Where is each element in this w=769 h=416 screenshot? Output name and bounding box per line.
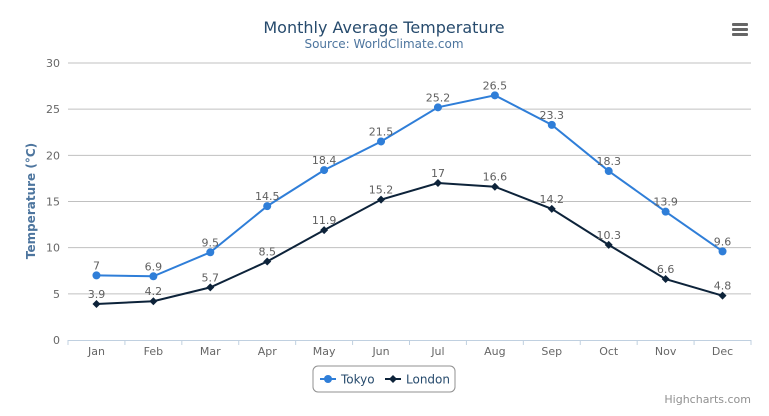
chart-title: Monthly Average Temperature [263, 18, 504, 37]
data-label: 21.5 [369, 125, 394, 138]
data-label: 8.5 [258, 246, 276, 259]
data-point [92, 299, 101, 308]
data-label: 4.8 [714, 280, 732, 293]
legend-label: Tokyo [340, 373, 375, 387]
diamond-marker-icon [389, 375, 397, 383]
data-point [149, 297, 158, 306]
data-point [547, 120, 556, 129]
data-point [263, 257, 272, 266]
data-point [377, 137, 386, 146]
y-axis-title: Temperature (°C) [24, 143, 38, 259]
data-label: 7 [93, 259, 100, 272]
data-point [92, 271, 101, 280]
x-tick-label: Jun [371, 345, 389, 358]
data-label: 6.9 [145, 260, 163, 273]
data-label: 9.5 [202, 236, 220, 249]
data-point [490, 182, 499, 191]
data-point [433, 103, 442, 112]
x-tick-label: May [313, 345, 336, 358]
series-line-tokyo [96, 94, 724, 278]
x-tick-label: Jul [430, 345, 444, 358]
data-label: 4.2 [145, 285, 163, 298]
credits-link[interactable]: Highcharts.com [664, 393, 751, 406]
y-tick-label: 30 [46, 57, 60, 70]
data-label: 15.2 [369, 184, 394, 197]
data-point [206, 248, 215, 257]
data-point [149, 272, 158, 281]
data-label: 13.9 [653, 196, 678, 209]
data-label: 18.3 [596, 155, 621, 168]
data-point [320, 226, 329, 235]
legend-label: London [406, 373, 450, 387]
x-tick-label: Aug [484, 345, 505, 358]
x-tick-label: Oct [599, 345, 619, 358]
data-point [320, 166, 329, 175]
data-label: 11.9 [312, 214, 337, 227]
circle-marker-icon [324, 375, 332, 383]
y-tick-label: 20 [46, 149, 60, 162]
data-point [547, 204, 556, 213]
data-label: 9.6 [714, 235, 732, 248]
series-line-london [96, 182, 723, 305]
y-tick-label: 15 [46, 196, 60, 209]
data-label: 17 [431, 167, 445, 180]
y-tick-label: 5 [53, 288, 60, 301]
data-label: 5.7 [202, 271, 220, 284]
x-tick-label: Mar [200, 345, 221, 358]
data-point [377, 195, 386, 204]
x-tick-label: Dec [712, 345, 733, 358]
data-point [661, 275, 670, 284]
data-label: 14.2 [540, 193, 565, 206]
data-label: 18.4 [312, 154, 337, 167]
data-label: 3.9 [88, 288, 106, 301]
data-label: 6.6 [657, 263, 675, 276]
data-point [718, 291, 727, 300]
data-point [604, 240, 613, 249]
data-label: 16.6 [483, 171, 508, 184]
data-point [490, 91, 499, 100]
data-point [206, 283, 215, 292]
data-label: 26.5 [483, 79, 508, 92]
data-point [661, 207, 670, 216]
data-label: 10.3 [596, 229, 621, 242]
x-tick-label: Jan [87, 345, 105, 358]
y-tick-label: 25 [46, 103, 60, 116]
data-label: 14.5 [255, 190, 280, 203]
data-point [433, 179, 442, 188]
x-tick-label: Nov [655, 345, 677, 358]
data-label: 23.3 [540, 109, 565, 122]
data-point [604, 167, 613, 176]
y-tick-label: 0 [53, 334, 60, 347]
x-tick-label: Apr [258, 345, 278, 358]
data-point [263, 202, 272, 211]
legend: Tokyo London [312, 365, 456, 393]
chart-subtitle: Source: WorldClimate.com [304, 37, 463, 51]
data-point [718, 247, 727, 256]
y-tick-label: 10 [46, 242, 60, 255]
legend-item-london[interactable]: London [385, 373, 450, 387]
legend-item-tokyo[interactable]: Tokyo [320, 373, 375, 387]
hamburger-menu-icon[interactable] [732, 23, 748, 36]
x-tick-label: Feb [144, 345, 163, 358]
data-label: 25.2 [426, 91, 451, 104]
x-tick-label: Sep [541, 345, 562, 358]
